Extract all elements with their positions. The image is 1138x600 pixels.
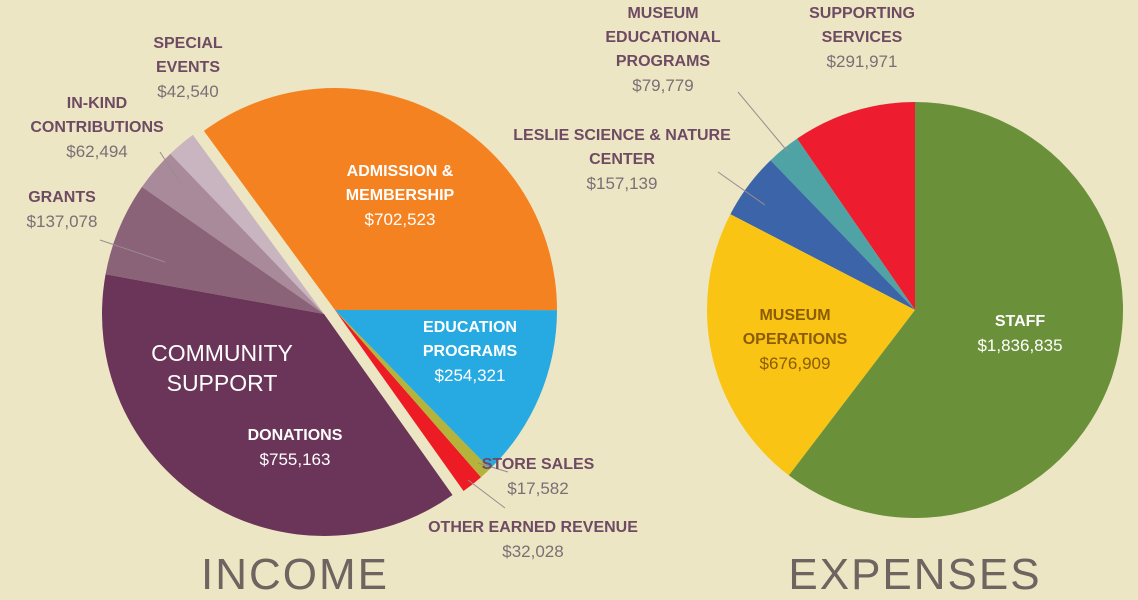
leader-line [477, 462, 509, 473]
slice-name: DONATIONS [247, 427, 343, 444]
pie-slice [170, 134, 324, 314]
slice-name: SPECIAL EVENTS [153, 35, 223, 76]
slice-value: $42,540 [157, 82, 219, 101]
leader-line [159, 151, 183, 187]
slice-value: $291,971 [826, 52, 898, 71]
slice-name: STORE SALES [481, 456, 595, 473]
slice-value: $1,836,835 [977, 336, 1063, 355]
slice-label: DONATIONS $755,163 [248, 424, 343, 472]
slice-value: $79,779 [632, 76, 694, 95]
slice-name: MUSEUM OPERATIONS [742, 307, 848, 348]
slice-label: SPECIAL EVENTS $42,540 [153, 32, 222, 104]
pie-slice [730, 160, 915, 310]
pie-slice [797, 102, 915, 310]
slice-label: GRANTS $137,078 [27, 186, 98, 234]
pie-slice [141, 153, 324, 314]
slice-name: OTHER EARNED REVENUE [428, 519, 638, 536]
slice-value: $157,139 [586, 174, 658, 193]
pie-slice [707, 214, 915, 476]
slice-name: STAFF [994, 313, 1046, 330]
pie-slice [101, 274, 453, 537]
slice-label: MUSEUM OPERATIONS $676,909 [743, 304, 848, 376]
slice-label: ADMISSION & MEMBERSHIP $702,523 [346, 160, 454, 232]
pie-slice [770, 138, 915, 310]
slice-value: $137,078 [26, 212, 98, 231]
chart-title: EXPENSES [788, 550, 1042, 599]
pie-slice [105, 186, 324, 314]
slice-value: $755,163 [259, 450, 331, 469]
slice-label: IN-KIND CONTRIBUTIONS $62,494 [30, 92, 163, 164]
pie-slice [335, 310, 491, 478]
slice-name: EDUCATION PROGRAMS [422, 319, 518, 360]
chart-title: INCOME [201, 550, 389, 599]
slice-label: STORE SALES $17,582 [482, 453, 595, 501]
slice-name: LESLIE SCIENCE & NATURE CENTER [513, 127, 731, 168]
slice-label: EDUCATION PROGRAMS $254,321 [423, 316, 517, 388]
slice-value: $676,909 [759, 354, 831, 373]
slice-label: MUSEUM EDUCATIONAL PROGRAMS $79,779 [605, 2, 720, 98]
slice-value: $32,028 [502, 542, 564, 561]
leader-line [99, 239, 166, 263]
slice-label: SUPPORTING SERVICES $291,971 [809, 2, 915, 74]
slice-value: $254,321 [434, 366, 506, 385]
leader-line [467, 479, 506, 509]
slice-label: LESLIE SCIENCE & NATURE CENTER $157,139 [513, 124, 731, 196]
slice-name: ADMISSION & MEMBERSHIP [345, 163, 455, 204]
leader-line [717, 171, 766, 206]
slice-value: $702,523 [364, 210, 436, 229]
slice-name: IN-KIND CONTRIBUTIONS [30, 95, 164, 136]
slice-name: GRANTS [28, 189, 96, 206]
slice-label: STAFF $1,836,835 [977, 310, 1062, 358]
pie-slice [335, 310, 482, 492]
leader-line [737, 91, 789, 153]
leader-lines [99, 91, 789, 509]
pie-slice [335, 310, 557, 469]
pie-slice [788, 102, 1123, 518]
slice-label: OTHER EARNED REVENUE $32,028 [428, 516, 638, 564]
slice-name: SUPPORTING SERVICES [809, 5, 915, 46]
slice-name: MUSEUM EDUCATIONAL PROGRAMS [605, 5, 721, 70]
slice-value: $17,582 [507, 479, 569, 498]
slice-value: $62,494 [66, 142, 128, 161]
pie-slice [203, 87, 557, 311]
group-annotation: COMMUNITY SUPPORT [151, 340, 293, 396]
